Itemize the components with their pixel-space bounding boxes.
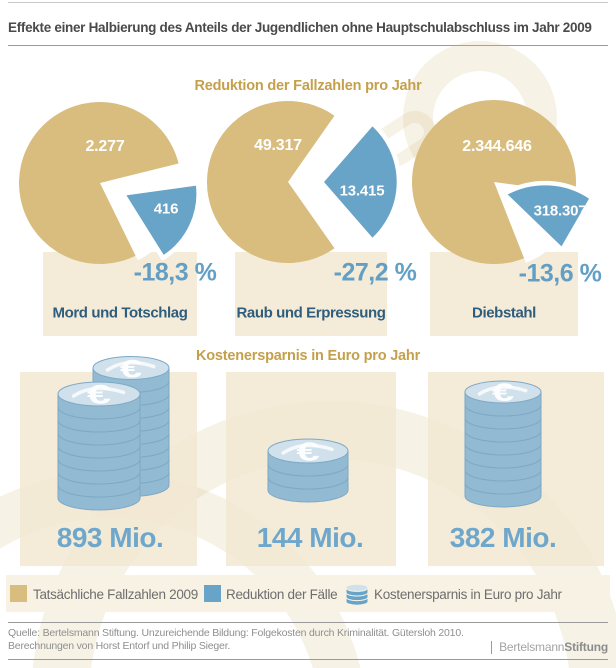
title-rule	[8, 45, 608, 46]
pie-chart-3	[411, 100, 595, 265]
logo-text-regular: Bertelsmann	[499, 640, 565, 654]
category-label-diebstahl: Diebstahl	[472, 304, 536, 322]
page-title: Effekte einer Halbierung des Anteils der…	[8, 20, 592, 35]
pie3-actual-value: 2.344.646	[462, 138, 532, 155]
logo-text-bold: Stiftung	[564, 640, 608, 654]
pie-actual-sector	[411, 100, 576, 265]
pie-chart-1	[18, 102, 201, 265]
logo-separator	[491, 640, 493, 654]
section-title-cases: Reduktion der Fallzahlen pro Jahr	[194, 78, 422, 94]
pie-notch-gap	[494, 182, 581, 263]
legend: Tatsächliche Fallzahlen 2009 Reduktion d…	[6, 575, 610, 612]
legend-label-actual: Tatsächliche Fallzahlen 2009	[33, 587, 198, 602]
category-label-raub: Raub und Erpressung	[236, 304, 386, 322]
savings-value-2: 144 Mio.	[256, 522, 364, 553]
handcuff-ring	[403, 41, 557, 195]
pie2-percent: -27,2 %	[333, 258, 417, 287]
legend-blue-swatch	[204, 585, 221, 602]
pie1-actual-value: 2.277	[85, 138, 125, 155]
legend-label-reduction: Reduktion der Fälle	[226, 587, 338, 602]
coin-top	[345, 583, 369, 592]
bertelsmann-stiftung-logo: Bertelsmann Stiftung	[491, 640, 608, 654]
legend-gold-swatch	[10, 585, 27, 602]
column-bg	[235, 252, 387, 336]
pie1-percent: -18,3 %	[133, 258, 217, 287]
pie-actual-sector	[206, 100, 335, 263]
handcuff-pin	[421, 179, 443, 201]
pie-reduction-wedge	[120, 180, 201, 261]
source-line-2: Berechnungen von Horst Entorf und Philip…	[8, 640, 231, 652]
coin-highlight	[105, 360, 156, 372]
coins-icon	[345, 583, 369, 605]
section-title-savings: Kostenersparnis in Euro pro Jahr	[195, 348, 421, 364]
savings-value-3: 382 Mio.	[449, 522, 557, 553]
savings-value-1: 893 Mio.	[56, 522, 164, 553]
column-bg	[43, 252, 197, 336]
footer-rule-bottom	[8, 659, 608, 660]
pie-actual-sector	[18, 102, 179, 265]
pie2-actual-value: 49.317	[254, 137, 302, 154]
footer-rule-top	[8, 622, 608, 623]
column-bg	[430, 252, 578, 336]
pie1-reduction-value: 416	[153, 200, 179, 218]
category-label-mord: Mord und Totschlag	[52, 304, 188, 322]
top-rule	[8, 2, 608, 3]
pie3-percent: -13,6 %	[518, 259, 602, 288]
legend-label-savings: Kostenersparnis in Euro pro Jahr	[374, 587, 562, 602]
pie2-reduction-value: 13.415	[339, 182, 385, 200]
pie3-reduction-value: 318.307	[533, 202, 587, 220]
source-line-1: Quelle: Bertelsmann Stiftung. Unzureiche…	[8, 627, 464, 639]
